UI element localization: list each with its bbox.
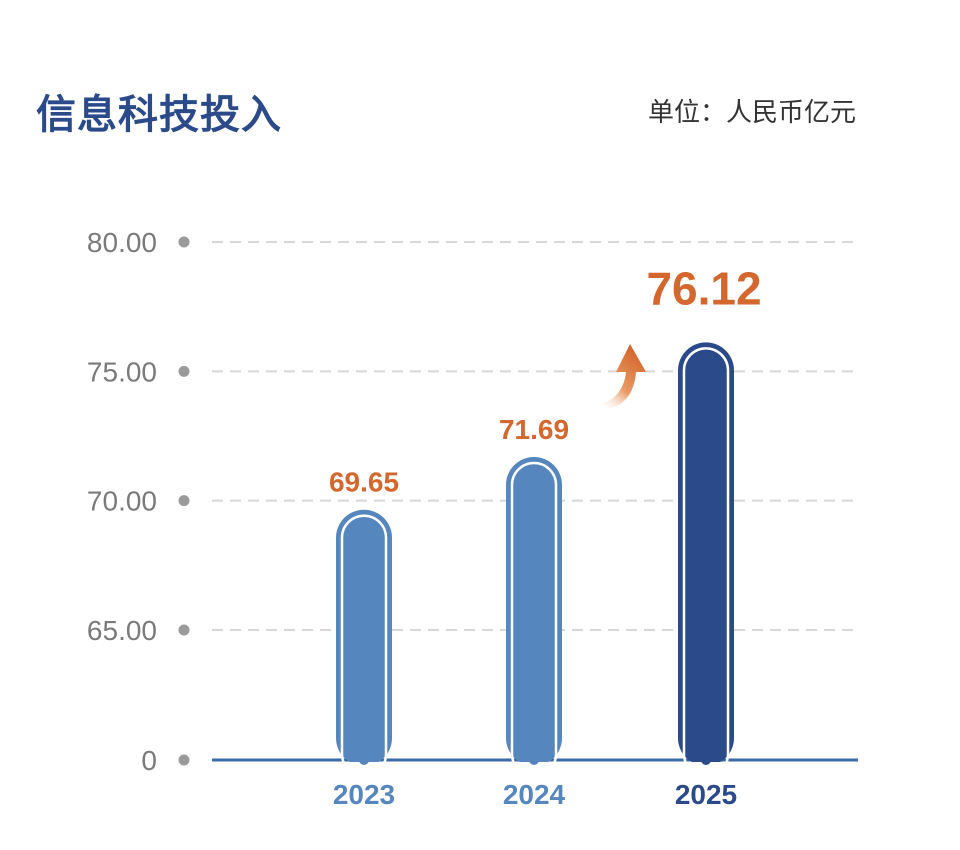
- trend-arrow-shape: [598, 344, 646, 409]
- bar-base-mask: [676, 762, 736, 776]
- y-tick-dot: [178, 236, 190, 248]
- bar-2025: [678, 342, 734, 766]
- y-tick-label: 80.00: [87, 227, 157, 258]
- x-tick-label: 2023: [333, 779, 395, 810]
- chart-title: 信息科技投入: [36, 92, 282, 138]
- y-tick-dot: [178, 495, 190, 507]
- y-tick-label: 75.00: [87, 356, 157, 387]
- bar-base-mask: [504, 762, 564, 776]
- bar-2023: [336, 509, 392, 766]
- x-tick-dot: [359, 755, 369, 765]
- bar-base-mask: [334, 762, 394, 776]
- y-tick-label: 70.00: [87, 486, 157, 517]
- x-tick-dot: [701, 755, 711, 765]
- unit-label: 单位：人民币亿元: [647, 98, 856, 128]
- x-tick-label: 2025: [675, 779, 737, 810]
- x-tick-label: 2024: [503, 779, 566, 810]
- y-tick-dot: [178, 754, 190, 766]
- y-tick-dot: [178, 365, 190, 377]
- y-tick-label: 65.00: [87, 615, 157, 646]
- y-tick-dot: [178, 624, 190, 636]
- y-tick-label: 0: [141, 745, 157, 776]
- bar-2024: [506, 456, 562, 766]
- data-label: 76.12: [646, 262, 761, 314]
- data-label: 69.65: [329, 467, 399, 498]
- data-label: 71.69: [499, 414, 569, 445]
- x-tick-dot: [529, 755, 539, 765]
- trend-arrow-icon: [598, 344, 646, 409]
